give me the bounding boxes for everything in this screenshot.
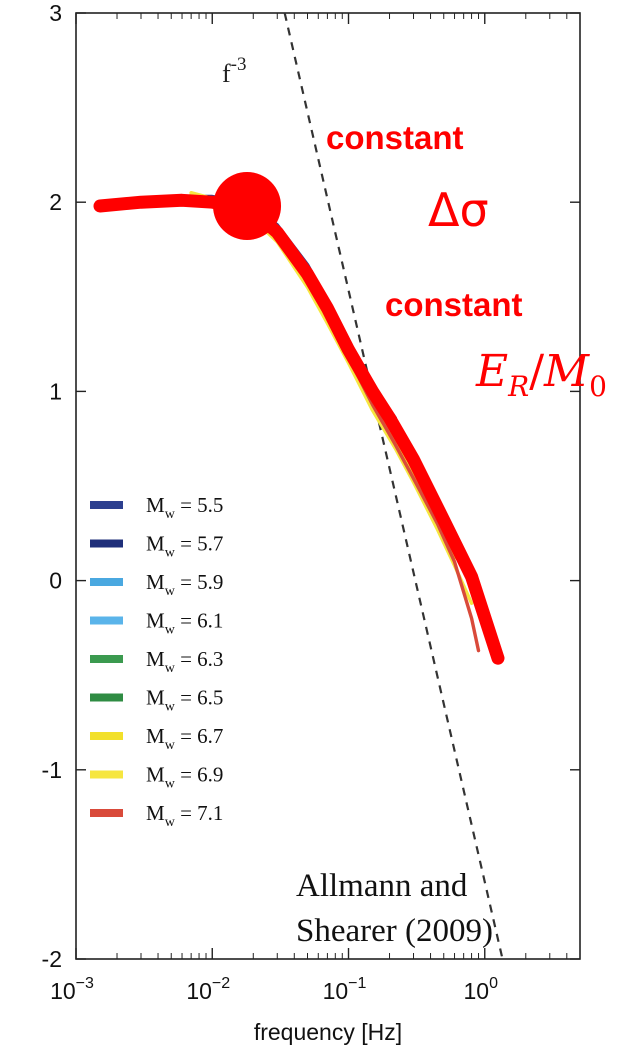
reference-line-label: f-3 — [222, 54, 247, 88]
legend-label-7: Mw = 6.9 — [146, 763, 223, 792]
legend-symbol: M — [146, 532, 165, 556]
citation-line-1: Allmann and — [296, 868, 468, 904]
legend: Mw = 5.5Mw = 5.7Mw = 5.9Mw = 6.1Mw = 6.3… — [90, 493, 223, 830]
legend-swatch-4 — [90, 655, 123, 663]
legend-label-4: Mw = 6.3 — [146, 647, 223, 676]
x-tick-label-exp: −1 — [348, 975, 366, 992]
legend-value: = 5.7 — [175, 532, 224, 556]
reference-line-label-base: f — [222, 59, 231, 88]
annotation-stress-drop: Δσ — [428, 183, 489, 237]
y-tick-label: -2 — [42, 946, 62, 972]
legend-symbol: M — [146, 801, 165, 825]
energy-ratio-E: E — [475, 346, 508, 397]
legend-label-5: Mw = 6.5 — [146, 686, 223, 715]
legend-subscript: w — [165, 507, 176, 522]
reference-line-group — [283, 12, 504, 960]
x-tick-label: 10−2 — [186, 975, 230, 1004]
x-tick-label-exp: 0 — [489, 975, 498, 992]
x-tick-label: 10−3 — [50, 975, 94, 1004]
legend-label-8: Mw = 7.1 — [146, 801, 223, 830]
energy-ratio-sub-0: 0 — [589, 370, 607, 403]
legend-subscript: w — [165, 738, 176, 753]
legend-value: = 5.5 — [175, 493, 224, 517]
legend-subscript: w — [165, 777, 176, 792]
legend-value: = 6.3 — [175, 647, 224, 671]
legend-subscript: w — [165, 815, 176, 830]
legend-label-0: Mw = 5.5 — [146, 493, 223, 522]
legend-subscript: w — [165, 546, 176, 561]
x-tick-label-exp: −3 — [76, 975, 94, 992]
reference-line-label-exp: -3 — [231, 54, 247, 75]
legend-swatch-6 — [90, 732, 123, 740]
stress-drop-symbol: Δσ — [428, 183, 489, 237]
annotation-constant-stress: constant — [326, 119, 464, 156]
legend-swatch-3 — [90, 616, 123, 625]
legend-value: = 6.7 — [175, 724, 224, 748]
legend-value: = 6.1 — [175, 609, 224, 633]
annotation-energy-ratio: ER/M0 — [475, 346, 607, 403]
legend-symbol: M — [146, 724, 165, 748]
plot-frame — [75, 12, 581, 960]
corner-frequency-point — [213, 171, 282, 240]
y-tick-label: 0 — [49, 568, 62, 594]
citation-line-2: Shearer (2009) — [296, 913, 493, 949]
x-axis-label: frequency [Hz] — [254, 1019, 402, 1045]
legend-swatch-1 — [90, 539, 123, 548]
x-tick-label: 10−1 — [323, 975, 367, 1004]
legend-subscript: w — [165, 623, 176, 638]
x-tick-label: 100 — [464, 975, 499, 1004]
legend-subscript: w — [165, 584, 176, 599]
energy-ratio-slash: / — [529, 346, 544, 397]
legend-swatch-2 — [90, 578, 123, 586]
legend-symbol: M — [146, 493, 165, 517]
legend-symbol: M — [146, 647, 165, 671]
legend-symbol: M — [146, 686, 165, 710]
legend-symbol: M — [146, 609, 165, 633]
legend-swatch-0 — [90, 501, 123, 509]
x-tick-label-base: 10 — [323, 978, 349, 1004]
legend-value: = 5.9 — [175, 570, 224, 594]
legend-label-2: Mw = 5.9 — [146, 570, 223, 599]
y-tick-label: 3 — [49, 0, 62, 26]
y-tick-label: -1 — [42, 757, 62, 783]
highlight-group — [93, 171, 505, 665]
highlight-curve — [93, 193, 505, 665]
legend-value: = 6.5 — [175, 686, 224, 710]
legend-value: = 6.9 — [175, 763, 224, 787]
x-tick-label-base: 10 — [464, 978, 490, 1004]
legend-label-3: Mw = 6.1 — [146, 609, 223, 638]
legend-symbol: M — [146, 763, 165, 787]
legend-subscript: w — [165, 661, 176, 676]
legend-label-6: Mw = 6.7 — [146, 724, 223, 753]
legend-label-1: Mw = 5.7 — [146, 532, 223, 561]
x-tick-label-exp: −2 — [212, 975, 230, 992]
legend-swatch-7 — [90, 770, 123, 779]
annotation-constant-energy: constant — [385, 286, 523, 323]
x-tick-label-base: 10 — [50, 978, 76, 1004]
energy-ratio-M: M — [543, 346, 590, 397]
legend-swatch-5 — [90, 693, 123, 702]
legend-subscript: w — [165, 700, 176, 715]
y-tick-label: 2 — [49, 189, 62, 215]
reference-line-f-3 — [283, 12, 504, 960]
legend-swatch-8 — [90, 809, 123, 817]
y-tick-label: 1 — [49, 378, 62, 404]
energy-ratio-sub-R: R — [507, 370, 529, 403]
x-tick-label-base: 10 — [186, 978, 212, 1004]
legend-symbol: M — [146, 570, 165, 594]
legend-value: = 7.1 — [175, 801, 224, 825]
